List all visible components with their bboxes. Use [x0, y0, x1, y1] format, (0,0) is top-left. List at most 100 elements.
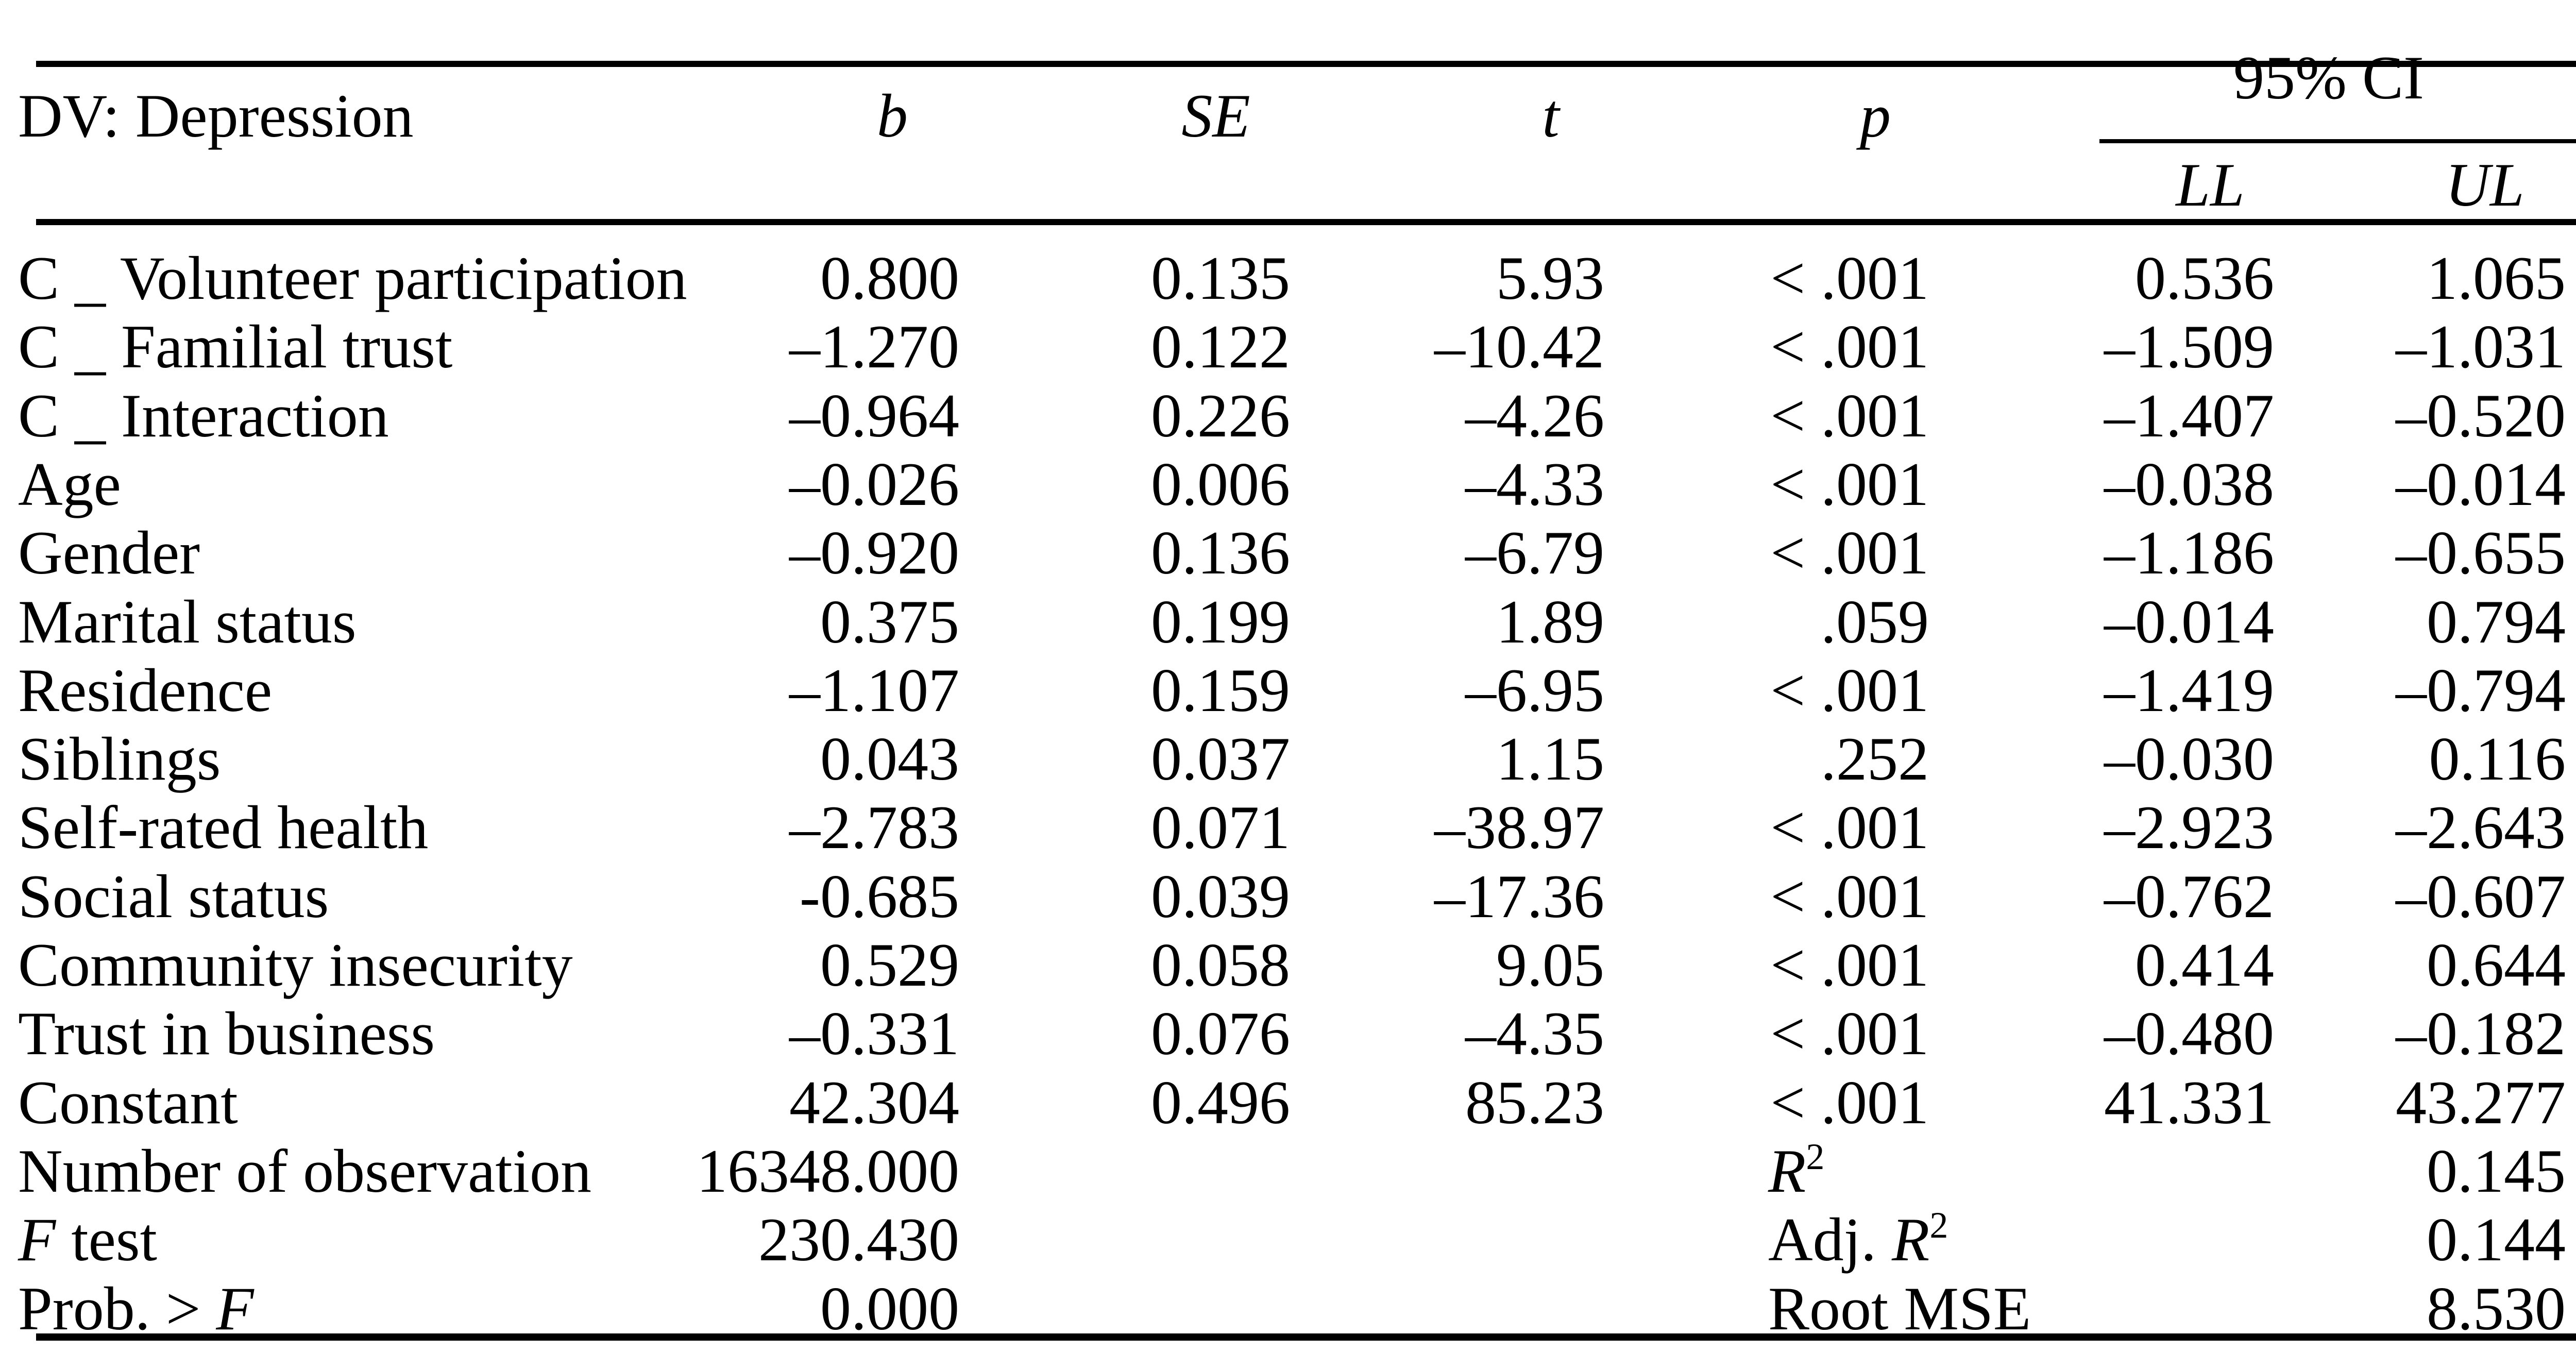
cell-p: < .001: [1491, 381, 1929, 450]
cell-t: –38.97: [1434, 793, 1604, 861]
dv-column-header: DV: Depression: [18, 81, 414, 150]
cell-b: 0.375: [820, 587, 959, 656]
cell-p: < .001: [1491, 518, 1929, 587]
text-segment: .252: [1821, 724, 1929, 793]
text-segment: Trust in business: [18, 999, 435, 1068]
cell-ul: –1.031: [2396, 312, 2566, 381]
table-row: C _ Volunteer participation 0.800 0.135 5.9…: [0, 244, 2576, 312]
row-label: Constant: [18, 1068, 703, 1137]
cell-t: –6.79: [1465, 518, 1604, 587]
table-row: C _ Familial trust –1.270 0.122 –10.42 –1.50…: [0, 312, 2576, 381]
cell-b: 42.304: [789, 1068, 959, 1137]
row-label: Gender: [18, 518, 703, 587]
cell-se: 0.039: [1151, 862, 1290, 931]
cell-ul: –0.607: [2396, 862, 2566, 931]
table-row: Community insecurity 0.529 0.058 9.05 0.414 0…: [0, 931, 2576, 999]
cell-t: 5.93: [1496, 244, 1604, 312]
cell-se: 0.122: [1151, 312, 1290, 381]
cell-t: –4.26: [1465, 381, 1604, 450]
cell-b: 0.800: [820, 244, 959, 312]
table-row: Number of observation 16348.000 0.145 R2: [0, 1137, 2576, 1205]
row-label: Social status: [18, 862, 703, 931]
row-label: C _ Interaction: [18, 381, 703, 450]
stat-label: Root MSE: [1768, 1274, 2335, 1343]
cell-ul: –0.014: [2396, 450, 2566, 518]
text-segment: C _ Volunteer participation: [18, 244, 687, 312]
column-header-ul: UL: [2445, 150, 2524, 219]
cell-ul: 0.794: [2427, 587, 2566, 656]
text-segment: < .001: [1770, 518, 1929, 587]
cell-se: 0.136: [1151, 518, 1290, 587]
cell-ll: –0.030: [2104, 724, 2274, 793]
text-segment: test: [56, 1205, 157, 1274]
cell-ll: –1.186: [2104, 518, 2274, 587]
cell-se: 0.058: [1151, 931, 1290, 999]
text-segment: Residence: [18, 656, 273, 724]
column-header-se: SE: [1181, 81, 1250, 150]
cell-b: 0.043: [820, 724, 959, 793]
cell-b: –2.783: [789, 793, 959, 861]
cell-ul: 1.065: [2427, 244, 2566, 312]
cell-b: 0.000: [820, 1274, 959, 1343]
table-row: Gender –0.920 0.136 –6.79 –1.186 –0.655 < .001: [0, 518, 2576, 587]
cell-b: –1.107: [789, 656, 959, 724]
cell-b: 230.430: [758, 1205, 959, 1274]
text-segment: F: [18, 1205, 56, 1274]
row-label: F test: [18, 1205, 703, 1274]
cell-ul: 0.116: [2429, 724, 2566, 793]
table-row: Residence –1.107 0.159 –6.95 –1.419 –0.794 < .…: [0, 656, 2576, 724]
text-segment: .059: [1821, 587, 1929, 656]
cell-ll: –0.480: [2104, 999, 2274, 1068]
row-label: Community insecurity: [18, 931, 703, 999]
cell-se: 0.076: [1151, 999, 1290, 1068]
ci-spanner-underline: [2099, 139, 2576, 143]
text-segment: Community insecurity: [18, 931, 573, 999]
cell-ll: –1.419: [2104, 656, 2274, 724]
text-segment: C _ Interaction: [18, 381, 389, 450]
cell-se: 0.226: [1151, 381, 1290, 450]
table-row: Prob. > F 0.000 8.530 Root MSE: [0, 1274, 2576, 1343]
cell-t: –4.33: [1465, 450, 1604, 518]
text-segment: Social status: [18, 862, 329, 931]
row-label: Prob. > F: [18, 1274, 703, 1343]
cell-p: < .001: [1491, 931, 1929, 999]
cell-t: –17.36: [1434, 862, 1604, 931]
text-segment: < .001: [1770, 931, 1929, 999]
stat-label: Adj. R2: [1768, 1205, 2335, 1274]
cell-t: –6.95: [1465, 656, 1604, 724]
text-segment: < .001: [1770, 381, 1929, 450]
cell-ul: 8.530: [2427, 1274, 2566, 1343]
cell-se: 0.037: [1151, 724, 1290, 793]
row-label: Siblings: [18, 724, 703, 793]
table-row: C _ Interaction –0.964 0.226 –4.26 –1.407 –0.…: [0, 381, 2576, 450]
row-label: Trust in business: [18, 999, 703, 1068]
cell-se: 0.199: [1151, 587, 1290, 656]
cell-t: –10.42: [1434, 312, 1604, 381]
cell-ul: –2.643: [2396, 793, 2566, 861]
cell-p: < .001: [1491, 793, 1929, 861]
cell-t: 9.05: [1496, 931, 1604, 999]
cell-ll: 0.414: [2135, 931, 2274, 999]
text-segment: Marital status: [18, 587, 357, 656]
cell-t: 1.15: [1496, 724, 1604, 793]
cell-p: < .001: [1491, 862, 1929, 931]
text-segment: R: [1892, 1205, 1930, 1274]
text-segment: R: [1768, 1137, 1806, 1205]
cell-b: –1.270: [789, 312, 959, 381]
text-segment: < .001: [1770, 793, 1929, 861]
cell-ll: –1.509: [2104, 312, 2274, 381]
row-label: Self-rated health: [18, 793, 703, 861]
row-label: C _ Familial trust: [18, 312, 703, 381]
text-segment: Number of observation: [18, 1137, 592, 1205]
cell-b: –0.920: [789, 518, 959, 587]
column-header-t: t: [1542, 81, 1560, 150]
text-segment: Gender: [18, 518, 200, 587]
cell-p: < .001: [1491, 1068, 1929, 1137]
text-segment: < .001: [1770, 656, 1929, 724]
text-segment: Adj.: [1768, 1205, 1892, 1274]
cell-b: –0.331: [789, 999, 959, 1068]
table-row: Constant 42.304 0.496 85.23 41.331 43.277 < .0…: [0, 1068, 2576, 1137]
stat-label: R2: [1768, 1137, 2335, 1205]
cell-t: 85.23: [1465, 1068, 1604, 1137]
cell-p: < .001: [1491, 999, 1929, 1068]
